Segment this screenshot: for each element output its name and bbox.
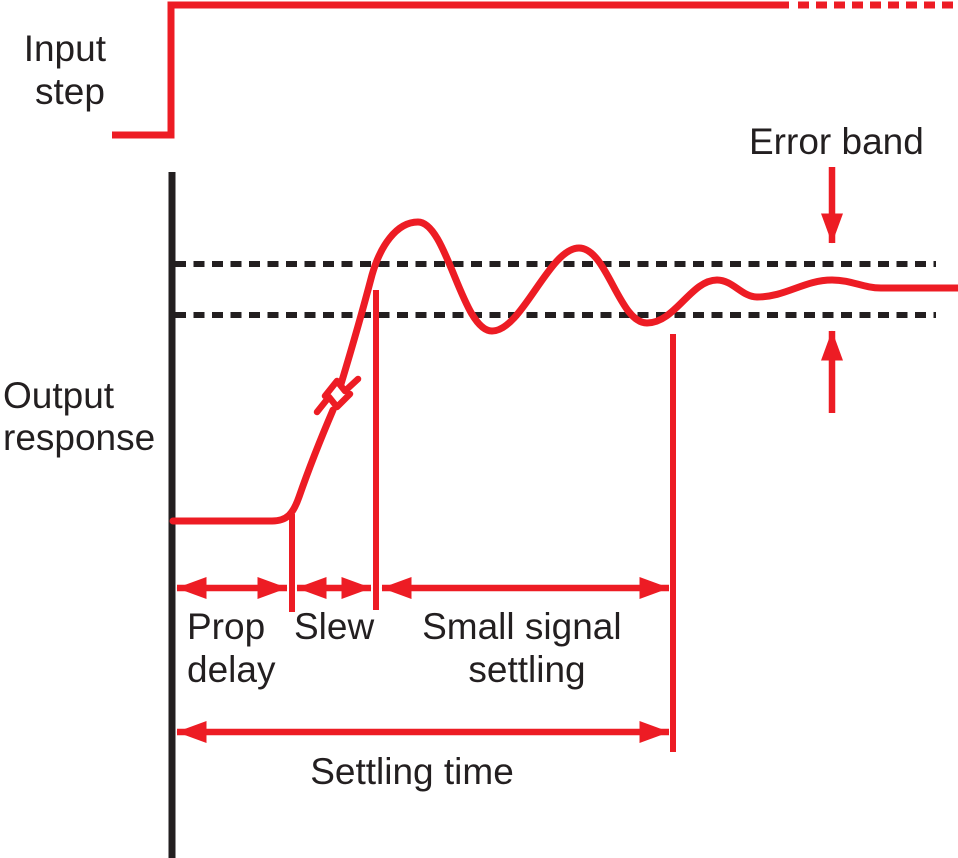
output-axis-group: Output response xyxy=(3,172,176,858)
measurement-annotations-group: Prop delay Slew Small signal settling Se… xyxy=(176,577,670,792)
input-step-label-line2: step xyxy=(35,71,105,112)
prop-delay-label-line1: Prop xyxy=(187,606,265,647)
error-band-label: Error band xyxy=(749,121,924,162)
output-response-label-line2: response xyxy=(3,417,155,458)
output-response-label: Output response xyxy=(3,375,155,458)
small-signal-settling-label: Small signal settling xyxy=(422,606,632,690)
interval-markers-group xyxy=(289,290,676,752)
input-step-label: Input step xyxy=(24,28,117,112)
slew-break-mark-lower xyxy=(313,390,354,416)
input-step-group: Input step xyxy=(24,1,958,139)
prop-delay-label-line2: delay xyxy=(187,649,276,690)
settling-time-label: Settling time xyxy=(310,751,514,792)
output-response-curve-group xyxy=(169,218,958,525)
small-signal-settling-label-line2: settling xyxy=(468,649,585,690)
output-response-label-line1: Output xyxy=(3,375,115,416)
slew-label: Slew xyxy=(294,606,374,647)
slew-break-mark-upper xyxy=(321,375,362,400)
output-response-curve xyxy=(337,218,958,388)
prop-delay-label: Prop delay xyxy=(187,606,276,690)
input-step-label-line1: Input xyxy=(24,28,107,69)
input-step-trace xyxy=(112,1,789,139)
small-signal-settling-label-line1: Small signal xyxy=(422,606,621,647)
output-response-curve-before-break xyxy=(169,406,337,525)
